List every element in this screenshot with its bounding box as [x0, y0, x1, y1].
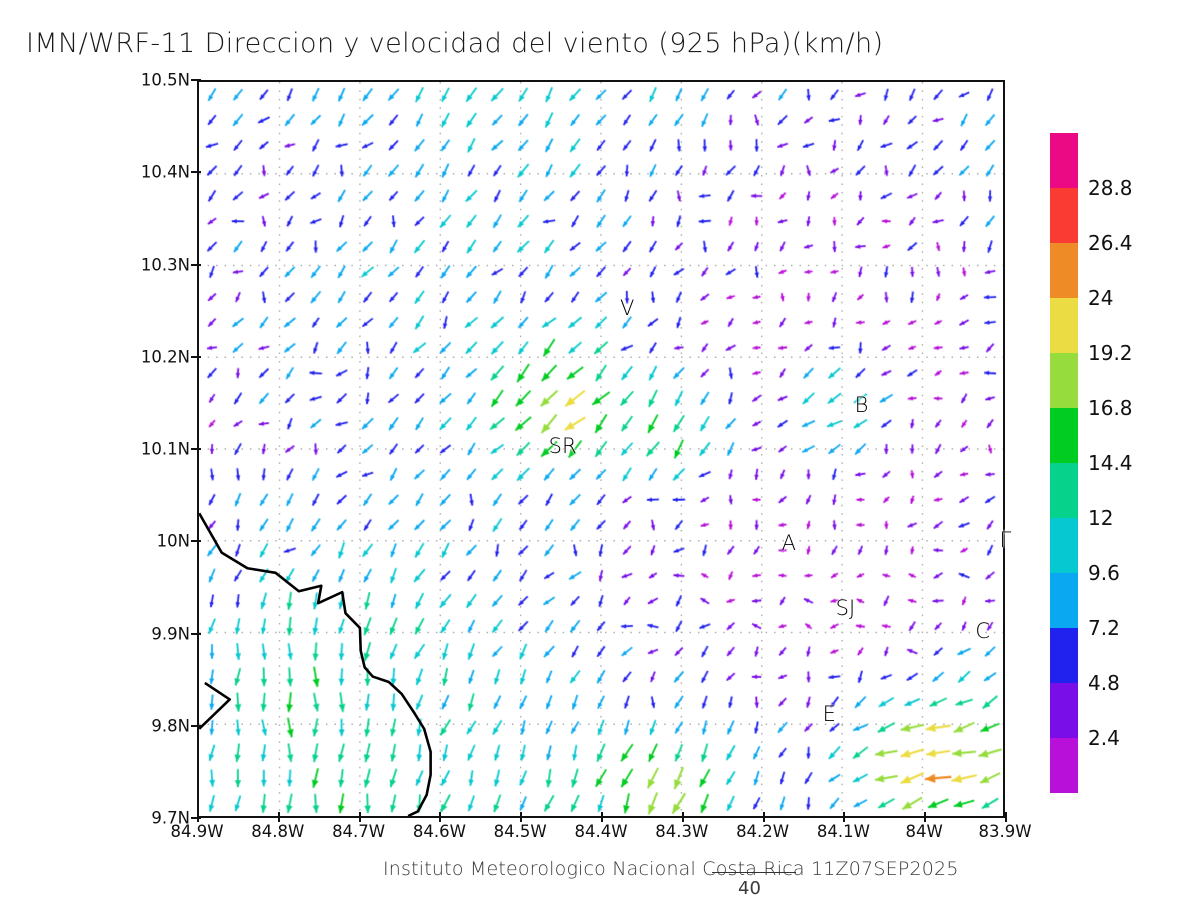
x-tick-mark — [681, 812, 684, 822]
colorbar-band — [1050, 518, 1078, 573]
x-tick-label: 84.3W — [655, 822, 709, 841]
x-tick-mark — [197, 812, 199, 822]
y-tick-mark — [191, 79, 201, 81]
y-tick-mark — [191, 263, 201, 266]
x-tick-mark — [843, 812, 846, 822]
x-tick-mark — [520, 812, 523, 822]
colorbar-band — [1050, 463, 1078, 518]
x-tick-label: 84.7W — [332, 822, 386, 841]
map-label-e: E — [822, 701, 836, 726]
map-label-a: A — [781, 531, 797, 556]
colorbar-tick-label: 9.6 — [1088, 561, 1120, 585]
station-labels: V SR B A SJ C E Γ — [199, 82, 1012, 816]
colorbar-band — [1050, 353, 1078, 408]
x-tick-mark — [439, 812, 442, 822]
x-tick-mark — [601, 812, 603, 822]
y-tick-label: 10.1N — [140, 439, 190, 459]
y-tick-mark — [191, 632, 201, 635]
colorbar-tick-label: 12 — [1088, 506, 1114, 530]
y-tick-mark — [191, 355, 201, 358]
footer-rule — [712, 872, 796, 873]
y-tick-label: 10.4N — [140, 162, 190, 182]
colorbar-tick-label: 7.2 — [1088, 616, 1120, 640]
x-tick-label: 84.1W — [816, 822, 870, 841]
colorbar-band — [1050, 683, 1078, 738]
colorbar-band — [1050, 188, 1078, 243]
x-tick-label: 84.2W — [736, 822, 790, 841]
page-number: 40 — [738, 878, 761, 899]
x-tick-label: 84.6W — [412, 822, 466, 841]
colorbar-band — [1050, 738, 1078, 793]
colorbar-tick-label: 24 — [1088, 286, 1114, 310]
colorbar-band — [1050, 298, 1078, 353]
wind-vector-field — [199, 82, 1003, 816]
x-tick-mark — [358, 812, 361, 822]
y-tick-mark — [191, 724, 201, 727]
coastline — [199, 512, 432, 816]
colorbar-tick-label: 19.2 — [1088, 341, 1133, 365]
y-tick-label: 10N — [156, 531, 190, 551]
y-tick-label: 9.7N — [151, 808, 190, 828]
footer-credit: Instituto Meteorologico Nacional Costa R… — [383, 858, 959, 880]
x-tick-mark — [1005, 812, 1007, 822]
speed-colorbar — [1050, 133, 1078, 793]
y-tick-label: 9.8N — [151, 716, 190, 736]
y-tick-mark — [191, 817, 201, 819]
colorbar-band — [1050, 133, 1078, 188]
colorbar-tick-label: 16.8 — [1088, 396, 1133, 420]
x-tick-mark — [277, 812, 280, 822]
x-tick-label: 83.9W — [978, 822, 1032, 841]
y-tick-label: 10.3N — [140, 255, 190, 274]
map-label-v: V — [620, 296, 635, 320]
colorbar-band — [1050, 408, 1078, 463]
y-tick-label: 10.2N — [140, 347, 190, 367]
x-tick-label: 84.4W — [574, 822, 628, 841]
wind-map-plot: V SR B A SJ C E Γ — [197, 80, 1012, 818]
map-label-γ: Γ — [999, 528, 1012, 553]
colorbar-tick-label: 26.4 — [1088, 231, 1133, 255]
x-tick-mark — [762, 812, 765, 822]
map-label-sr: SR — [548, 434, 577, 459]
x-tick-mark — [924, 812, 927, 822]
y-tick-mark — [191, 171, 201, 174]
x-tick-label: 84W — [905, 822, 943, 841]
y-tick-mark — [191, 540, 201, 543]
y-tick-label: 9.9N — [151, 624, 190, 643]
x-tick-label: 84.9W — [170, 822, 224, 841]
colorbar-band — [1050, 243, 1078, 298]
map-label-sj: SJ — [835, 595, 856, 620]
map-label-b: B — [854, 392, 869, 417]
y-tick-mark — [191, 448, 201, 450]
page-title: IMN/WRF-11 Direccion y velocidad del vie… — [26, 28, 884, 59]
map-label-c: C — [975, 618, 991, 643]
y-tick-label: 10.5N — [140, 70, 190, 90]
colorbar-tick-label: 28.8 — [1088, 176, 1133, 200]
x-tick-label: 84.5W — [493, 822, 547, 841]
colorbar-tick-label: 14.4 — [1088, 451, 1133, 475]
colorbar-tick-label: 4.8 — [1088, 671, 1120, 695]
colorbar-tick-label: 2.4 — [1088, 726, 1120, 750]
x-tick-label: 84.8W — [251, 822, 305, 841]
colorbar-band — [1050, 628, 1078, 683]
colorbar-band — [1050, 573, 1078, 628]
